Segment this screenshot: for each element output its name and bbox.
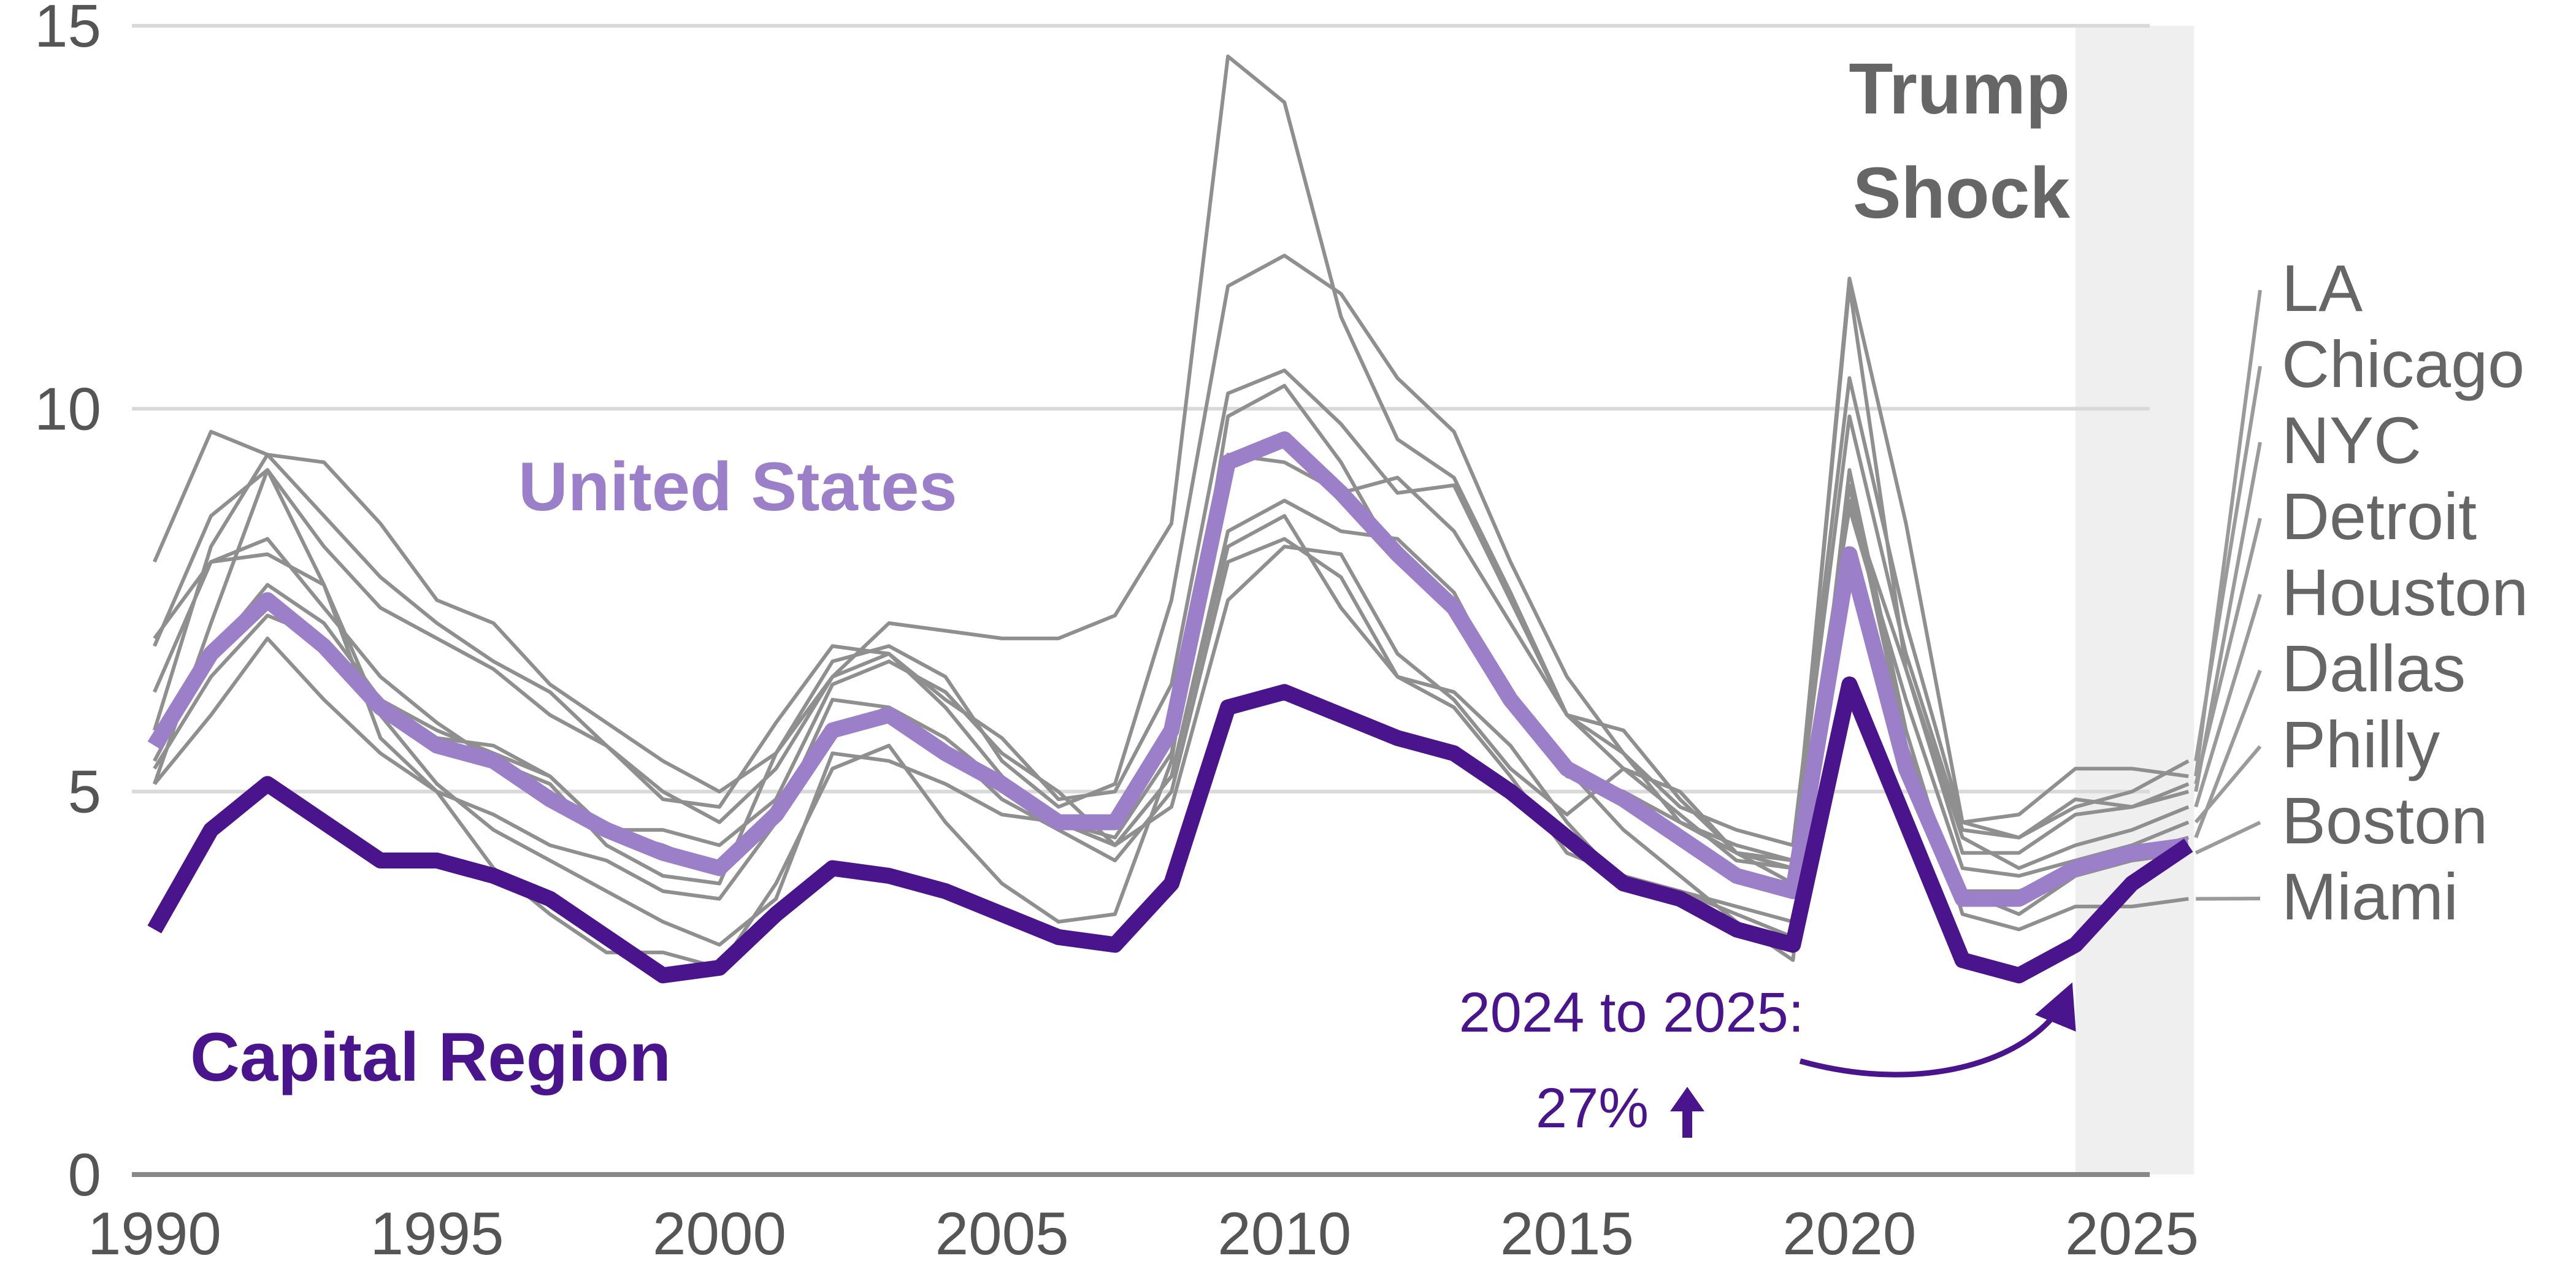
annotation-curved-arrow [1799, 982, 2076, 1078]
leader-line-boston [2195, 821, 2261, 855]
annotation-2024-to-2025: 2024 to 2025: [1459, 981, 1804, 1044]
city-legend-labels: LAChicagoNYCDetroitHoustonDallasPhillyBo… [2282, 251, 2528, 933]
y-axis-tick-labels: 0 5 10 15 [34, 0, 101, 1208]
y-tick-label-10: 10 [34, 375, 101, 442]
leader-line-philly [2194, 745, 2262, 824]
x-tick-label-2025: 2025 [2065, 1200, 2199, 1267]
x-tick-label-2005: 2005 [935, 1200, 1069, 1267]
leader-line-houston [2194, 594, 2262, 808]
series-label-capital-region: Capital Region [190, 1019, 671, 1095]
x-tick-label-2010: 2010 [1217, 1200, 1351, 1267]
trump-shock-label-line1: Trump [1849, 48, 2070, 129]
series-line-la [152, 253, 2189, 848]
city-label-chicago: Chicago [2282, 327, 2524, 401]
city-label-leader-lines [2194, 289, 2262, 901]
x-tick-label-1995: 1995 [370, 1200, 504, 1267]
city-label-boston: Boston [2282, 783, 2488, 857]
x-axis-tick-labels: 1990 1995 2000 2005 2010 2015 2020 2025 [88, 1200, 2199, 1267]
trump-shock-label-line2: Shock [1853, 153, 2070, 234]
city-label-miami: Miami [2282, 859, 2458, 933]
city-label-houston: Houston [2282, 555, 2528, 629]
city-label-la: LA [2282, 251, 2363, 325]
series-line-capital-region [147, 676, 2193, 984]
trump-shock-shaded-region [2075, 26, 2195, 1175]
leader-line-detroit [2194, 518, 2262, 784]
series-label-united-states: United States [518, 448, 957, 525]
y-tick-label-0: 0 [67, 1141, 101, 1208]
x-tick-label-2015: 2015 [1500, 1200, 1634, 1267]
x-tick-label-1990: 1990 [88, 1200, 221, 1267]
city-label-nyc: NYC [2282, 403, 2421, 477]
annotation-percent-change: 27% [1536, 1077, 1649, 1140]
series-line-united-states [147, 431, 2190, 907]
x-tick-label-2020: 2020 [1782, 1200, 1916, 1267]
y-tick-label-15: 15 [34, 0, 101, 59]
y-tick-label-5: 5 [67, 758, 101, 826]
leader-line-chicago [2194, 366, 2262, 762]
city-label-detroit: Detroit [2282, 479, 2477, 553]
city-label-dallas: Dallas [2282, 631, 2466, 705]
up-arrow-icon [1670, 1087, 1704, 1138]
series-line-chicago [153, 368, 2190, 862]
x-tick-label-2000: 2000 [653, 1200, 786, 1267]
series-line-houston [153, 499, 2190, 886]
city-label-philly: Philly [2282, 707, 2440, 781]
